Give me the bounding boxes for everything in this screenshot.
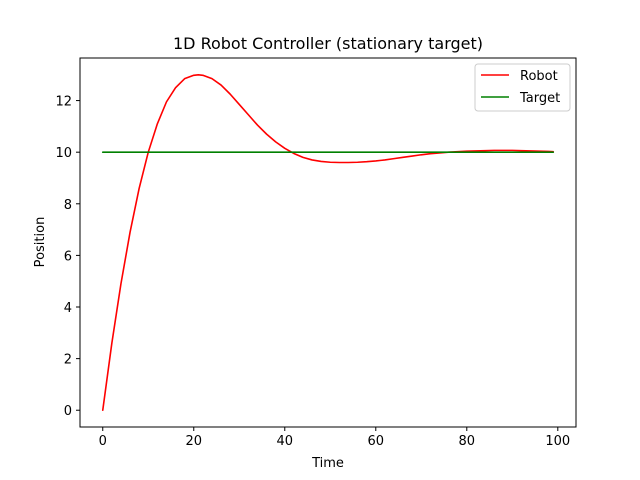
plot-frame: [79, 57, 577, 428]
legend: Robot Target: [474, 63, 571, 112]
y-tick-label: 10: [55, 146, 72, 161]
x-tick-label: 40: [276, 434, 293, 449]
y-tick-label: 2: [64, 353, 72, 368]
series-line-robot: [101, 73, 555, 412]
x-tick-label: 100: [545, 434, 570, 449]
x-tick-label: 80: [459, 434, 476, 449]
legend-robot-label: Robot: [520, 69, 558, 84]
y-tick-label: 6: [64, 249, 72, 264]
y-tick-label: 8: [64, 198, 72, 213]
legend-target-label: Target: [519, 91, 560, 106]
y-tick-label: 0: [64, 404, 72, 419]
chart-title: 1D Robot Controller (stationary target): [173, 34, 483, 53]
x-tick-label: 20: [185, 434, 202, 449]
y-axis-label: Position: [33, 217, 48, 268]
y-tick-label: 4: [64, 301, 72, 316]
y-tick-label: 12: [55, 95, 72, 110]
x-axis-label: Time: [311, 456, 344, 471]
x-tick-label: 60: [368, 434, 385, 449]
x-tick-label: 0: [99, 434, 107, 449]
